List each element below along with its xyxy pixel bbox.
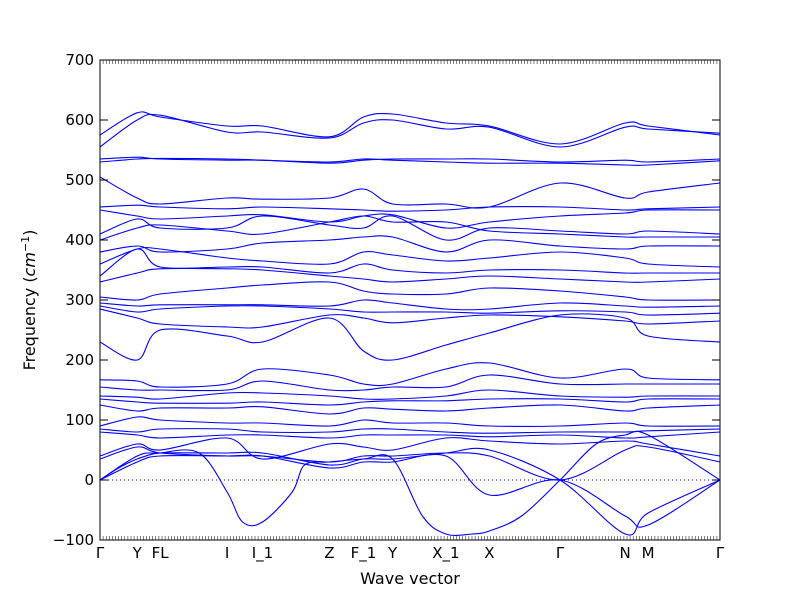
x-tick-label: N [620,544,631,562]
phonon-branch-17 [100,308,720,329]
x-tick-label: I [225,544,229,562]
y-tick-label: 600 [65,111,94,129]
y-tick-label: 400 [65,231,94,249]
phonon-branch-11 [100,246,720,268]
y-axis-label-exponent: −1 [19,236,32,252]
x-axis-label: Wave vector [360,569,460,588]
y-tick-labels: −100 0 100 200 300 400 500 600 700 [53,51,94,549]
phonon-branch-21 [100,389,720,400]
phonon-branch-15 [100,299,720,311]
y-axis-label-text: Frequency ( [20,276,39,370]
y-tick-label: 700 [65,51,94,69]
phonon-branch-18 [100,313,720,361]
phonon-branch-14 [100,281,720,301]
phonon-branch-6 [100,204,720,212]
ticks-layer [99,59,721,541]
y-axis-label-close: ) [20,230,39,236]
phonon-branch-27 [100,437,720,460]
phonon-branch-16 [100,305,720,316]
phonon-branch-13 [100,267,720,283]
x-tick-labels: Γ Y FL I I_1 Z F_1 Y X_1 X Γ N M Γ [96,544,725,563]
phonon-branch-22 [100,398,720,406]
phonon-branch-4 [100,157,720,166]
phonon-branch-20 [100,374,720,392]
y-tick-label: 100 [65,411,94,429]
x-tick-label: X [484,544,494,562]
phonon-branch-24 [100,416,720,427]
x-tick-label: I_1 [252,544,273,563]
phonon-branch-31 [100,453,720,528]
phonon-branch-28 [100,445,720,481]
x-tick-label: Γ [96,544,105,562]
x-tick-label: Y [387,544,398,562]
phonon-branch-9 [100,215,720,241]
plot-frame [99,59,721,541]
phonon-branch-7 [100,209,720,229]
x-tick-label: Γ [556,544,565,562]
series-layer [100,111,720,536]
phonon-branch-12 [100,248,720,277]
phonon-branch-25 [100,428,720,434]
x-tick-label: M [642,544,655,562]
y-axis-label-unit: cm [20,252,39,276]
x-tick-label: F_1 [351,544,377,563]
phonon-branch-5 [100,176,720,209]
phonon-branch-23 [100,404,720,415]
x-tick-label: Y [132,544,143,562]
y-axis-label: Frequency (cm−1) [19,230,40,371]
phonon-branch-2 [100,113,720,148]
y-tick-label: 500 [65,171,94,189]
x-tick-label: Γ [716,544,725,562]
x-tick-label: X_1 [432,544,459,563]
phonon-branch-29 [100,430,720,536]
phonon-branch-26 [100,431,720,439]
y-tick-label: 0 [84,471,94,489]
phonon-branch-10 [100,235,720,253]
phonon-branch-30 [100,447,720,536]
phonon-branch-19 [100,362,720,388]
y-tick-label: 300 [65,291,94,309]
x-tick-label: FL [152,544,170,562]
y-tick-label: −100 [53,531,94,549]
phonon-branch-1 [100,111,720,145]
y-tick-label: 200 [65,351,94,369]
x-tick-label: Z [324,544,334,562]
